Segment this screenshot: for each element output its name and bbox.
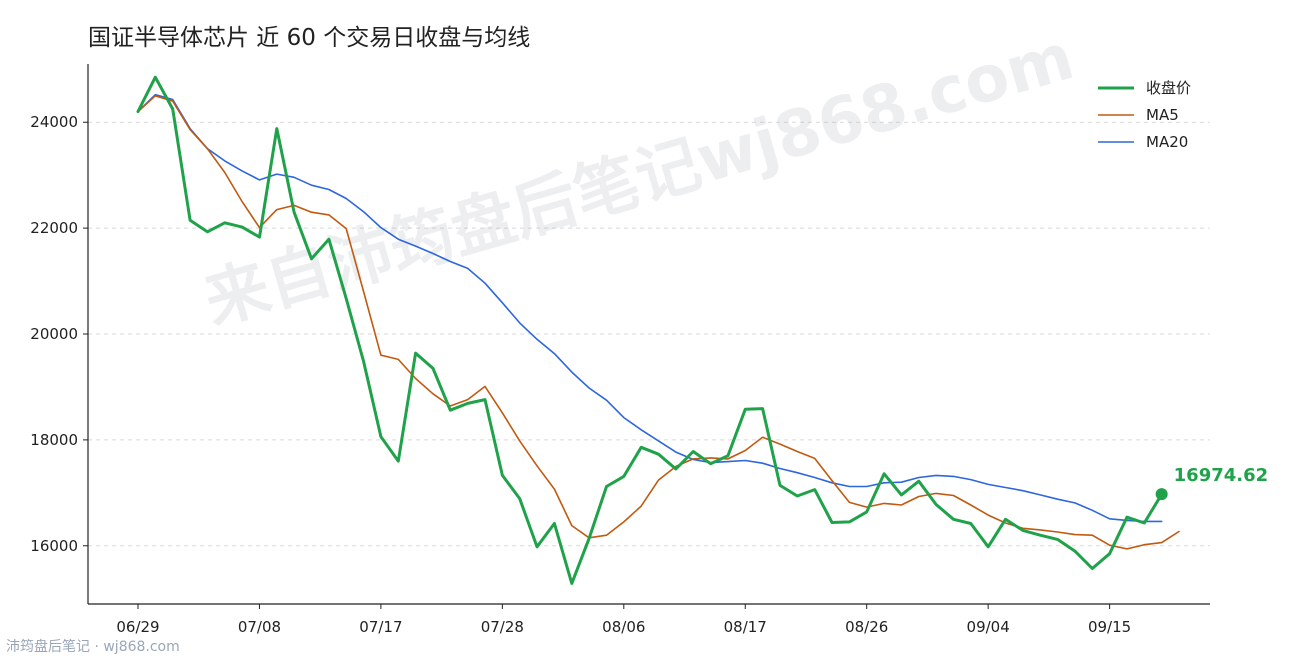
axes: 16000 18000 20000 22000 24000 06/29 07/08 07/17… bbox=[30, 64, 1210, 636]
x-tick-label: 07/08 bbox=[238, 618, 281, 636]
x-tick-label: 08/06 bbox=[602, 618, 645, 636]
legend-label: MA20 bbox=[1146, 133, 1188, 151]
series-line-ma5 bbox=[137, 95, 1180, 550]
x-tick-label: 08/26 bbox=[845, 618, 888, 636]
legend: 收盘价 MA5 MA20 bbox=[1098, 79, 1191, 151]
x-tick-label: 09/15 bbox=[1088, 618, 1131, 636]
last-close-label: 16974.62 bbox=[1174, 465, 1269, 486]
grid-lines bbox=[88, 121, 1210, 547]
y-tick-label: 18000 bbox=[30, 431, 78, 449]
y-tick-label: 16000 bbox=[30, 537, 78, 555]
source-note: 沛筠盘后笔记 · wj868.com bbox=[6, 639, 180, 655]
x-tick-label: 09/04 bbox=[967, 618, 1010, 636]
legend-label: MA5 bbox=[1146, 106, 1179, 124]
y-tick-label: 22000 bbox=[30, 219, 78, 237]
series-line-ma20 bbox=[137, 93, 1163, 523]
last-close-point bbox=[1155, 488, 1168, 501]
x-tick-label: 07/28 bbox=[481, 618, 524, 636]
series-line-close bbox=[136, 75, 1164, 585]
legend-label: 收盘价 bbox=[1146, 79, 1191, 97]
y-tick-label: 20000 bbox=[30, 325, 78, 343]
series-lines bbox=[136, 75, 1180, 585]
x-tick-label: 06/29 bbox=[116, 618, 159, 636]
watermark-text: 来自沛筠盘后笔记wj868.com bbox=[197, 20, 1082, 339]
x-tick-label: 08/17 bbox=[724, 618, 767, 636]
y-tick-label: 24000 bbox=[30, 113, 78, 131]
chart-title: 国证半导体芯片 近 60 个交易日收盘与均线 bbox=[88, 25, 531, 51]
x-tick-label: 07/17 bbox=[359, 618, 402, 636]
